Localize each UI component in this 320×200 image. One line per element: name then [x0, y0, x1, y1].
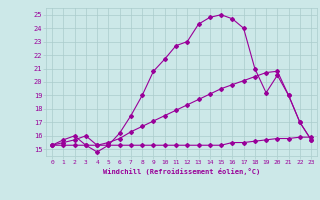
X-axis label: Windchill (Refroidissement éolien,°C): Windchill (Refroidissement éolien,°C) [103, 168, 260, 175]
